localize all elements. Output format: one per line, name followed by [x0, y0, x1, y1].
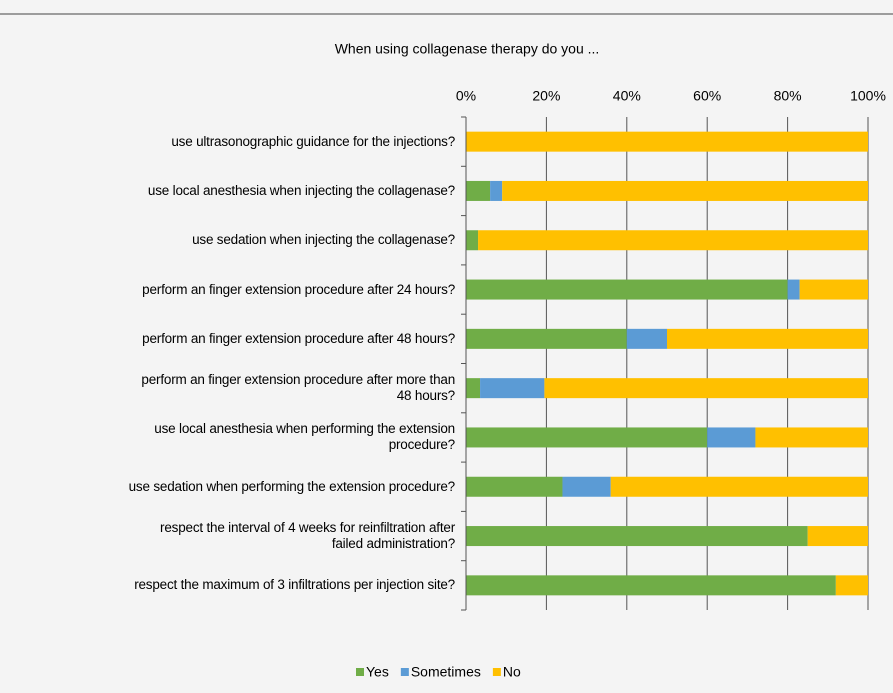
bar-segment — [466, 279, 788, 300]
bar-segment — [466, 476, 563, 497]
y-tick-label: perform an finger extension procedure af… — [142, 281, 455, 297]
bar-segment — [466, 526, 808, 547]
y-tick-label: respect the maximum of 3 infiltrations p… — [134, 577, 455, 593]
bar-segment — [755, 427, 868, 448]
bar-segment — [807, 526, 868, 547]
legend-swatch — [400, 668, 409, 676]
legend-label: Yes — [366, 664, 389, 680]
x-tick-label: 80% — [774, 88, 802, 104]
x-tick-label: 100% — [850, 88, 886, 104]
bar-segment — [466, 575, 836, 596]
bar-segment — [466, 230, 479, 251]
bar-segment — [480, 378, 545, 399]
bar-segment — [466, 378, 481, 399]
y-tick-label: use ultrasonographic guidance for the in… — [171, 133, 455, 149]
x-tick-label: 40% — [613, 88, 641, 104]
y-tick-label: respect the interval of 4 weeks for rein… — [160, 520, 455, 552]
y-tick-label: perform an finger extension procedure af… — [142, 330, 455, 346]
y-tick-label: use sedation when injecting the collagen… — [192, 232, 455, 248]
bar-segment — [799, 279, 868, 300]
x-tick-label: 20% — [532, 88, 560, 104]
bar-segment — [707, 427, 756, 448]
bar-segment — [502, 180, 868, 201]
bar-segment — [466, 131, 868, 152]
bar-segment — [787, 279, 800, 300]
legend-label: No — [503, 664, 521, 680]
y-tick-label: perform an finger extension procedure af… — [141, 372, 455, 404]
chart-title: When using collagenase therapy do you ..… — [335, 41, 600, 57]
y-tick-label: use sedation when performing the extensi… — [128, 478, 456, 494]
bar-segment — [835, 575, 868, 596]
bar-segment — [610, 476, 868, 497]
x-tick-label: 0% — [456, 88, 476, 104]
legend-swatch — [492, 668, 501, 676]
bar-segment — [562, 476, 611, 497]
legend-label: Sometimes — [411, 664, 481, 680]
y-tick-label: use local anesthesia when injecting the … — [147, 182, 455, 198]
bar-segment — [667, 328, 868, 349]
legend-swatch — [356, 668, 364, 676]
bar-segment — [466, 328, 627, 349]
x-tick-label: 60% — [693, 88, 721, 104]
bar-segment — [466, 180, 491, 201]
y-tick-label: use local anesthesia when performing the… — [154, 421, 455, 453]
bar-segment — [490, 180, 503, 201]
bar-segment — [626, 328, 667, 349]
bar-segment — [478, 230, 868, 251]
bar-segment — [544, 378, 868, 399]
bar-segment — [466, 427, 708, 448]
